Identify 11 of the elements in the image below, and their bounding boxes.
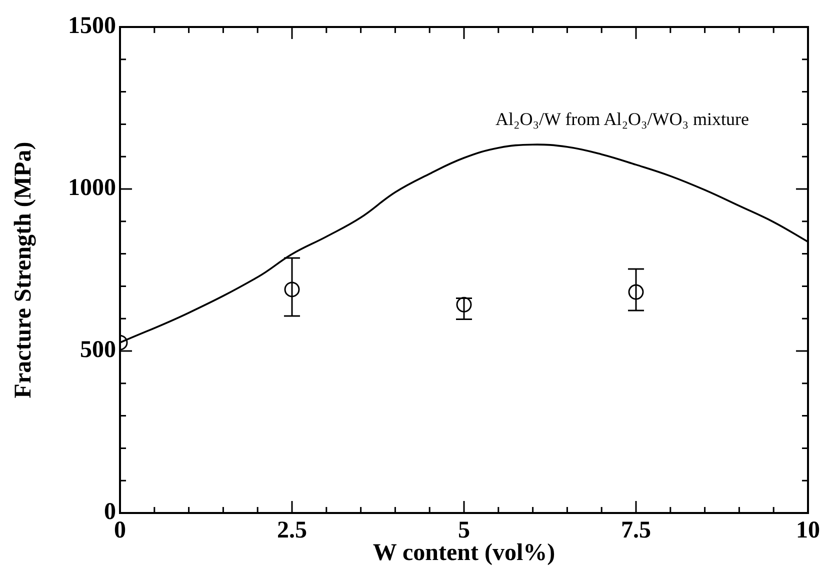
point xyxy=(628,284,644,300)
point xyxy=(456,296,472,312)
x-tick-label: 2.5 xyxy=(277,518,307,544)
y-tick-label: 0 xyxy=(104,499,116,526)
x-tick-label: 10 xyxy=(796,518,820,544)
y-axis-title: Fracture Strength (MPa) xyxy=(10,142,37,398)
annotation: Al₂O₃/W from Al₂O₃/WO₃ mixture xyxy=(495,108,749,130)
y-tick-label: 500 xyxy=(80,337,116,364)
x-tick-label: 7.5 xyxy=(621,518,651,544)
y-tick-label: 1500 xyxy=(68,13,116,40)
y-tick-label: 1000 xyxy=(68,175,116,202)
